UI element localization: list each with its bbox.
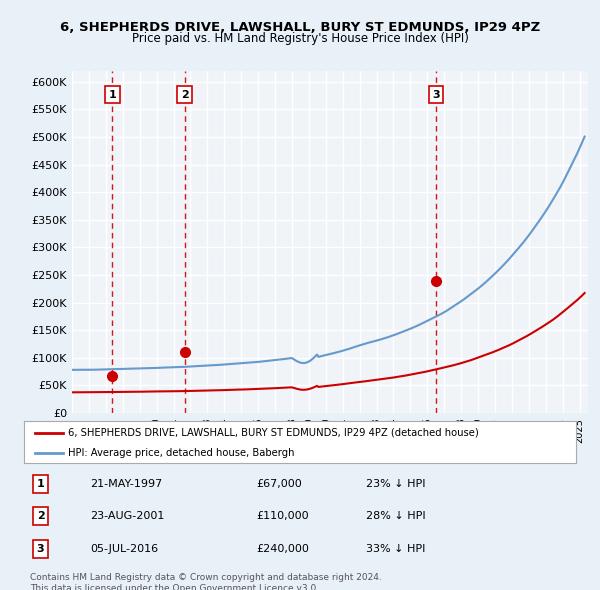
Text: £110,000: £110,000 [256,511,308,521]
Text: £240,000: £240,000 [256,544,309,554]
Text: 6, SHEPHERDS DRIVE, LAWSHALL, BURY ST EDMUNDS, IP29 4PZ (detached house): 6, SHEPHERDS DRIVE, LAWSHALL, BURY ST ED… [68,428,479,438]
Text: 1: 1 [37,478,44,489]
Text: 21-MAY-1997: 21-MAY-1997 [90,478,163,489]
Text: 3: 3 [37,544,44,554]
Text: 23-AUG-2001: 23-AUG-2001 [90,511,164,521]
Text: 3: 3 [432,90,440,100]
Text: 1: 1 [109,90,116,100]
Text: HPI: Average price, detached house, Babergh: HPI: Average price, detached house, Babe… [68,448,295,457]
Text: Contains HM Land Registry data © Crown copyright and database right 2024.
This d: Contains HM Land Registry data © Crown c… [30,573,382,590]
Text: 28% ↓ HPI: 28% ↓ HPI [366,511,426,521]
Text: 33% ↓ HPI: 33% ↓ HPI [366,544,425,554]
Text: 6, SHEPHERDS DRIVE, LAWSHALL, BURY ST EDMUNDS, IP29 4PZ: 6, SHEPHERDS DRIVE, LAWSHALL, BURY ST ED… [60,21,540,34]
Text: 05-JUL-2016: 05-JUL-2016 [90,544,158,554]
Text: 2: 2 [37,511,44,521]
Text: Price paid vs. HM Land Registry's House Price Index (HPI): Price paid vs. HM Land Registry's House … [131,32,469,45]
Text: 23% ↓ HPI: 23% ↓ HPI [366,478,426,489]
Text: £67,000: £67,000 [256,478,302,489]
Text: 2: 2 [181,90,188,100]
